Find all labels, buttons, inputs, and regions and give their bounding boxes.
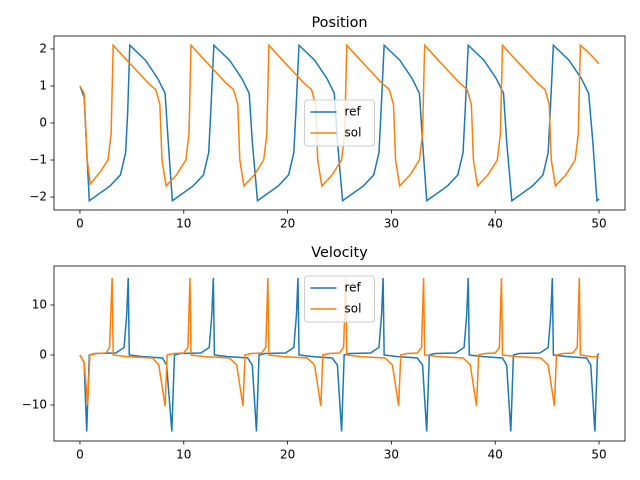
chart-title: Velocity xyxy=(311,245,368,261)
x-tick-label: 20 xyxy=(280,448,295,462)
legend-label: sol xyxy=(345,126,362,140)
x-tick-label: 50 xyxy=(591,217,606,231)
chart-title: Position xyxy=(311,15,367,31)
x-tick-label: 30 xyxy=(384,448,399,462)
legend-label: ref xyxy=(345,105,362,119)
y-tick-label: 0 xyxy=(39,116,47,130)
x-tick-label: 50 xyxy=(591,448,606,462)
y-tick-label: 10 xyxy=(32,298,47,312)
x-tick-label: 40 xyxy=(488,448,503,462)
legend-box xyxy=(304,99,375,147)
axes-frame xyxy=(53,265,626,442)
x-tick-label: 10 xyxy=(176,448,191,462)
x-tick-label: 40 xyxy=(488,217,503,231)
line xyxy=(79,277,600,432)
y-tick-label: 1 xyxy=(39,78,47,92)
legend-box xyxy=(304,275,375,323)
y-tick-label: −10 xyxy=(22,398,47,412)
line xyxy=(79,277,600,407)
line xyxy=(79,43,600,188)
legend-label: ref xyxy=(345,281,362,295)
y-tick-label: 0 xyxy=(39,348,47,362)
x-tick-label: 20 xyxy=(280,217,295,231)
x-tick-label: 0 xyxy=(76,448,84,462)
legend-label: sol xyxy=(345,302,362,316)
x-tick-label: 30 xyxy=(384,217,399,231)
legend: ref sol xyxy=(304,99,375,147)
y-tick-label: 2 xyxy=(39,41,47,55)
y-tick-label: −2 xyxy=(29,190,47,204)
x-tick-label: 10 xyxy=(176,217,191,231)
legend: ref sol xyxy=(304,275,375,323)
y-tick-label: −1 xyxy=(29,153,47,167)
x-tick-label: 0 xyxy=(76,217,84,231)
